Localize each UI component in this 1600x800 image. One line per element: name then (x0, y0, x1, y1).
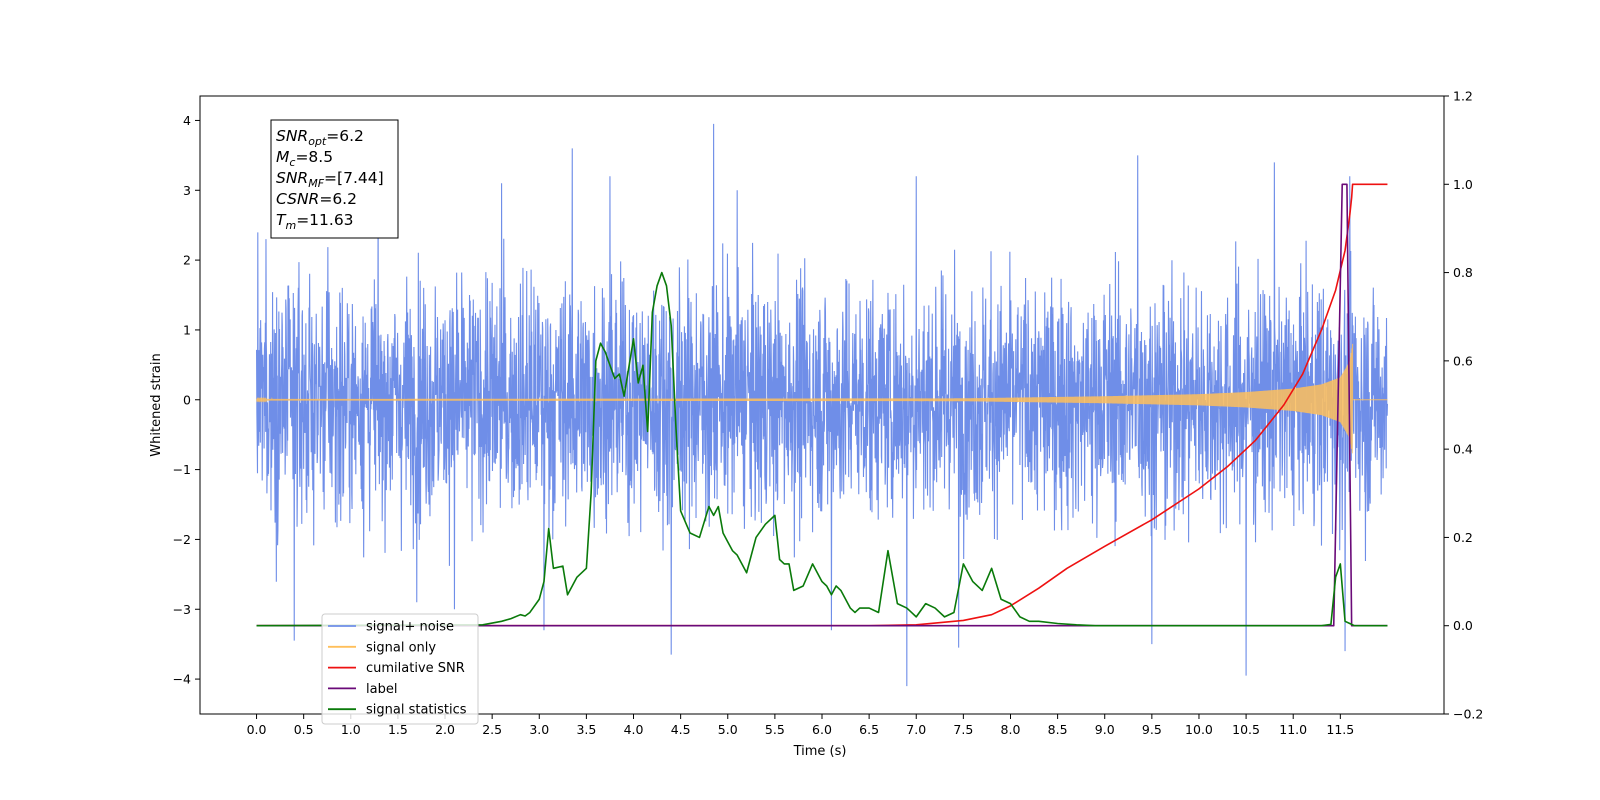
legend-frame (321, 613, 479, 725)
x-axis-label: Time (s) (793, 744, 847, 759)
legend-entry: signal statistics (366, 703, 467, 718)
y-tick-label: 4 (183, 113, 191, 128)
x-tick-label: 0.0 (247, 722, 267, 737)
x-tick-label: 11.0 (1279, 722, 1307, 737)
x-tick-label: 2.5 (482, 722, 502, 737)
x-tick-label: 6.5 (859, 722, 879, 737)
y-axis-label: Whitened strain (149, 353, 164, 456)
annotation-frame (270, 119, 399, 239)
series-signal-only (256, 343, 1388, 454)
y-tick-label: 0 (183, 392, 191, 407)
legend-entry: cumilative SNR (366, 661, 465, 676)
x-tick-label: 7.5 (953, 722, 973, 737)
x-tick-label: 7.0 (906, 722, 926, 737)
y-tick-label: 2 (183, 253, 191, 268)
x-tick-label: 0.5 (294, 722, 314, 737)
y-axis-right: 1.2 1.0 0.8 0.6 0.4 0.2 0.0 −0.2 (1444, 89, 1483, 722)
x-tick-label: 1.0 (341, 722, 361, 737)
y2-tick-label: −0.2 (1453, 707, 1483, 722)
y-tick-label: 1 (183, 322, 191, 337)
y-tick-label: −2 (173, 532, 191, 547)
y2-tick-label: 0.8 (1453, 265, 1473, 280)
legend: signal+ noise signal only cumilative SNR la… (321, 613, 479, 725)
y-axis-left: 4 3 2 1 0 −1 −2 −3 −4 (173, 113, 200, 687)
annotation-line: Tm=11.63 (276, 211, 354, 232)
x-tick-label: 5.0 (718, 722, 738, 737)
legend-entry: signal only (366, 640, 436, 655)
y2-tick-label: 1.2 (1453, 89, 1473, 104)
y2-tick-label: 1.0 (1453, 177, 1473, 192)
y2-tick-label: 0.6 (1453, 353, 1473, 368)
x-tick-label: 9.0 (1095, 722, 1115, 737)
x-tick-label: 4.0 (624, 722, 644, 737)
x-tick-label: 10.0 (1185, 722, 1213, 737)
x-tick-label: 3.5 (576, 722, 596, 737)
y2-tick-label: 0.4 (1453, 442, 1473, 457)
y-tick-label: −4 (173, 672, 191, 687)
annotation-line: SNRopt=6.2 (276, 127, 364, 148)
series-signal-noise (256, 123, 1388, 687)
x-tick-label: 10.5 (1232, 722, 1260, 737)
y-tick-label: 3 (183, 183, 191, 198)
x-tick-label: 1.5 (388, 722, 408, 737)
x-tick-label: 8.5 (1048, 722, 1068, 737)
x-tick-label: 3.0 (529, 722, 549, 737)
legend-entry: signal+ noise (366, 620, 454, 635)
annotation-line: Mc=8.5 (276, 148, 333, 169)
y-tick-label: −1 (173, 462, 191, 477)
x-tick-label: 11.5 (1326, 722, 1354, 737)
x-axis: 0.0 0.5 1.0 1.5 2.0 2.5 3.0 3.5 4.0 4.5 5.0 5.5 6.0 6… (247, 714, 1354, 737)
y2-tick-label: 0.2 (1453, 530, 1473, 545)
x-tick-label: 2.0 (435, 722, 455, 737)
x-tick-label: 9.5 (1142, 722, 1162, 737)
series-layer (256, 123, 1388, 687)
x-tick-label: 5.5 (765, 722, 785, 737)
x-tick-label: 4.5 (671, 722, 691, 737)
annotation-line: CSNR=6.2 (276, 190, 357, 208)
annotation-line: SNRMF=[7.44] (276, 169, 384, 190)
series-signal-statistics (256, 271, 1388, 627)
legend-entry: label (366, 682, 397, 697)
y2-tick-label: 0.0 (1453, 618, 1473, 633)
x-tick-label: 8.0 (1001, 722, 1021, 737)
y-tick-label: −3 (173, 602, 191, 617)
x-tick-label: 6.0 (812, 722, 832, 737)
